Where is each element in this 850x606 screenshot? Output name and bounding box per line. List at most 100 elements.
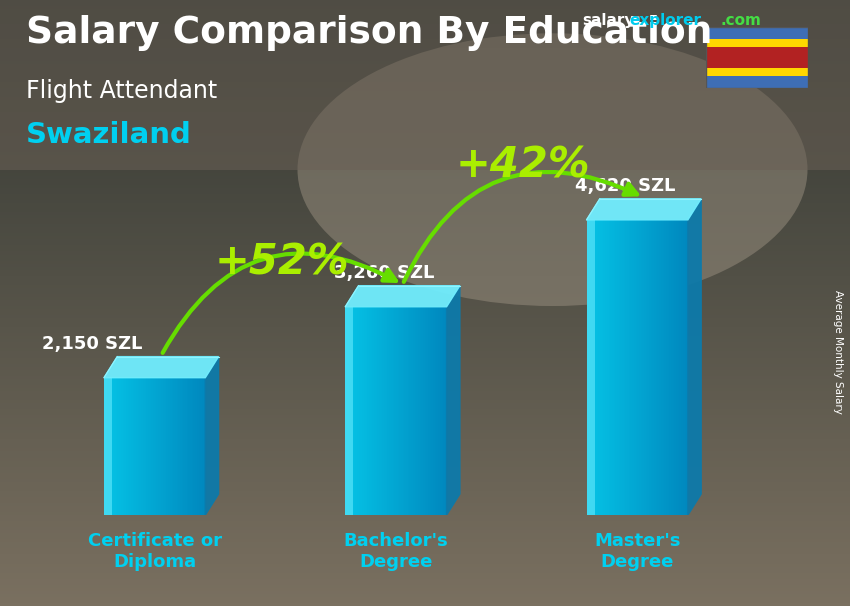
Bar [624,220,626,515]
Bar [416,307,418,515]
Bar [0,588,850,591]
Bar [0,367,850,370]
Bar [0,127,850,130]
Bar [590,220,592,515]
Bar [0,442,850,445]
Bar [0,497,850,500]
Bar [0,530,850,533]
Bar [0,0,850,3]
Bar [112,378,115,515]
Bar [126,378,128,515]
Bar [405,307,406,515]
Bar [396,307,398,515]
Bar [0,18,850,21]
Bar [0,521,850,524]
Bar [116,378,118,515]
Bar [0,112,850,115]
Bar [604,220,605,515]
Bar [0,385,850,388]
Ellipse shape [298,33,808,306]
Bar [364,307,366,515]
Bar [0,48,850,52]
Bar [391,307,393,515]
Bar [0,209,850,212]
Bar [438,307,440,515]
Bar [0,506,850,509]
Bar [706,27,808,39]
Text: salary: salary [582,13,635,28]
Bar [588,220,591,515]
Bar [671,220,673,515]
Bar [0,118,850,121]
Bar [408,307,410,515]
Bar [605,220,607,515]
Bar [631,220,632,515]
Bar [172,378,173,515]
Bar [369,307,371,515]
Bar [121,378,123,515]
Bar [0,306,850,309]
Bar [360,307,363,515]
Bar [0,370,850,373]
Bar [105,378,108,515]
Bar [0,561,850,564]
Bar [141,378,144,515]
Bar [0,488,850,491]
Bar [0,239,850,242]
Bar [0,339,850,342]
Text: +42%: +42% [456,145,591,187]
Bar [0,224,850,227]
Text: +52%: +52% [214,241,349,283]
Bar [382,307,384,515]
Bar [190,378,192,515]
Bar [0,21,850,24]
Bar [403,307,405,515]
Bar [0,473,850,476]
Bar [0,148,850,152]
Bar [384,307,386,515]
Bar [185,378,187,515]
Bar [146,378,149,515]
Bar [0,451,850,454]
Bar [0,500,850,503]
Bar [0,503,850,506]
Bar [0,79,850,82]
Polygon shape [345,285,460,307]
Bar [0,167,850,170]
Bar [389,307,391,515]
Bar [0,197,850,200]
Bar [586,220,589,515]
Bar [388,307,389,515]
Bar [418,307,420,515]
Bar [0,279,850,282]
Text: .com: .com [721,13,762,28]
Bar [0,576,850,579]
Bar [658,220,660,515]
Bar [0,270,850,273]
Bar [0,282,850,285]
Bar [0,355,850,358]
Bar [0,103,850,106]
Bar [0,333,850,336]
Bar [660,220,663,515]
Bar [0,152,850,155]
Bar [0,427,850,430]
Bar [0,133,850,136]
Bar [0,458,850,461]
Bar [634,220,636,515]
Bar [0,400,850,403]
Bar [614,220,615,515]
Bar [0,24,850,27]
Bar [610,220,612,515]
Bar [366,307,368,515]
Bar [0,182,850,185]
Bar [180,378,182,515]
Bar [196,378,197,515]
Bar [586,220,595,515]
Bar [0,245,850,248]
Bar [0,70,850,73]
Bar [0,30,850,33]
Bar [0,258,850,261]
Bar [0,373,850,376]
Bar [167,378,168,515]
